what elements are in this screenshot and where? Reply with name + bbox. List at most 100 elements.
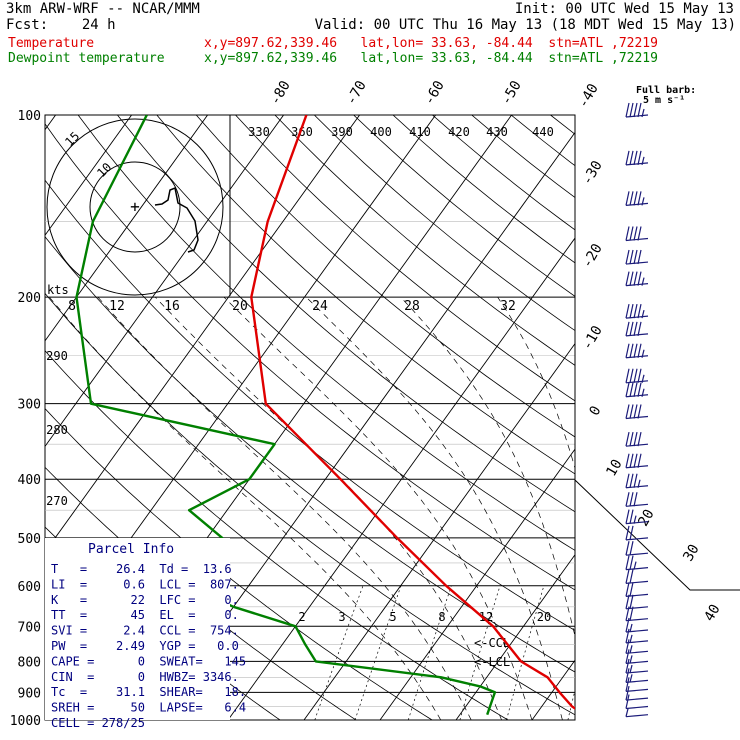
wind-barb-staff [625,679,649,683]
wind-barb [625,509,649,525]
wind-barb-flag [629,226,634,241]
isotherm-label: 10 [603,457,625,480]
wind-barb [625,628,649,644]
wind-barb-flag [633,249,638,265]
wind-barb-flag [637,343,642,358]
wind-barb-half [641,374,645,383]
wind-barb-flag [625,343,630,358]
wind-barb-flag [629,382,634,397]
wind-barb-flag [629,432,634,447]
wind-barb [625,617,649,633]
wind-barb-staff [625,705,649,710]
wind-barb-flag [629,343,634,358]
pressure-label-800: 800 [18,655,41,670]
wind-barb-flag [625,303,630,319]
wind-barb-half [633,515,637,524]
hodo-ring-inner [89,161,181,253]
mixing-ratio-line [567,688,575,720]
pressure-label-300: 300 [18,398,41,413]
wind-barb-staff [625,640,649,644]
ccl-label: <-CCL [474,636,510,650]
dry-adiabat [156,115,575,475]
theta-label: 400 [370,125,392,139]
mixing-ratio-label: 5 [389,610,396,624]
wind-barb-flag [629,606,634,621]
wind-barb-half [633,561,637,570]
wind-barb [625,677,649,692]
wind-barb-flag [629,594,634,609]
init-time: Init: 00 UTC Wed 15 May 13 [514,1,734,17]
wind-barb [625,271,649,287]
theta-label: 440 [532,125,554,139]
wind-barb-flag [637,191,642,206]
wind-barb-flag [633,473,638,488]
wind-barb-staff [625,283,649,287]
dry-adiabat [45,123,575,591]
wind-barb-half [641,156,645,166]
wind-barb-flag [629,404,634,419]
wind-barb-half [637,479,641,488]
wind-barb [625,453,649,469]
wind-barb-staff [625,333,649,337]
wind-barb-half [641,277,645,286]
dewpoint-legend-label: Dewpoint temperature [8,51,165,66]
pressure-label-600: 600 [18,580,41,595]
dry-adiabat [77,115,575,551]
isotherm [45,115,284,448]
wind-barb-flag [637,404,642,419]
wind-barb-half [625,708,629,717]
wind-barb-half [629,655,633,664]
isotherm-label: 40 [701,602,723,625]
dry-adiabat [314,115,575,332]
moist-adiabat [97,296,472,720]
wind-barb-half [641,388,645,397]
hodo-ring-outer [46,118,224,296]
isotherm-label: -80 [267,78,294,108]
wind-barb-flag [625,694,630,709]
wind-barb-flag [625,150,630,166]
wind-barb-flag [625,453,630,468]
dry-adiabat [471,115,575,198]
moist-adiabat [223,296,533,720]
wind-barb-flag [625,473,630,488]
wind-barb-flag [633,102,638,118]
wind-barb-flag [633,191,638,206]
wind-barb-staff [625,660,649,664]
wind-barb-flag [633,321,638,336]
wind-barb-flag [625,668,630,683]
dry-adiabat [45,236,575,673]
isotherm [684,115,740,720]
wind-barb [625,555,649,571]
mixing-ratio-label: 2 [298,610,305,624]
wind-barb-staff [625,688,649,692]
wind-barb-staff [625,394,649,398]
wind-barb-flag [637,226,642,241]
wind-barb-staff [625,552,649,556]
dry-adiabat [432,115,575,231]
wind-barb-half [641,349,645,358]
wind-barb-half [629,623,633,633]
theta-label: 360 [291,125,313,139]
parcel-row: CELL = 278/25 [51,716,145,730]
wind-barb-staff [625,202,649,207]
wind-barb [625,649,649,664]
hodo-speed-label: 24 [312,299,328,314]
wind-barb-staff [625,485,649,489]
dry-adiabat [550,115,575,135]
wind-barb [625,658,649,674]
wind-barb-flag [625,594,630,609]
theta-label-left: 280 [46,423,68,437]
wind-barb-flag [633,453,638,468]
wind-barb [625,569,649,584]
isotherm [303,342,575,720]
mixing-ratio-label: 8 [438,610,445,624]
wind-barb-flag [637,382,642,397]
wind-barb-flag [629,509,634,524]
wind-barb [625,249,649,265]
moist-adiabat [400,296,575,638]
mixing-ratio-line [407,585,452,720]
isotherm-label: 30 [680,542,702,565]
theta-label-left: 290 [46,349,68,363]
wind-barb-staff [625,714,649,718]
pressure-label-1000: 1000 [10,714,41,729]
